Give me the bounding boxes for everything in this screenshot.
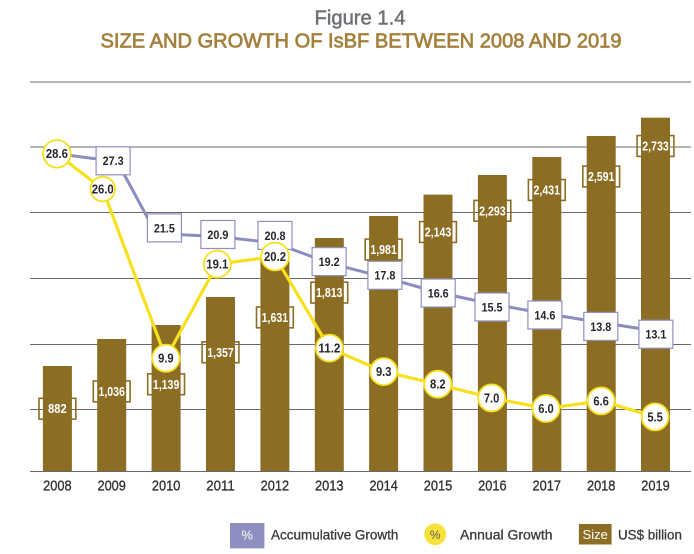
- svg-text:2019: 2019: [641, 477, 670, 494]
- svg-text:9.3: 9.3: [376, 365, 392, 379]
- svg-text:20.8: 20.8: [265, 229, 286, 243]
- svg-text:2018: 2018: [587, 477, 616, 494]
- svg-text:1,631: 1,631: [262, 310, 289, 325]
- svg-text:1,139: 1,139: [153, 377, 180, 392]
- svg-text:2016: 2016: [478, 477, 507, 494]
- svg-text:Accumulative Growth: Accumulative Growth: [271, 528, 398, 543]
- svg-text:26.0: 26.0: [92, 182, 114, 196]
- svg-text:20.9: 20.9: [207, 228, 228, 242]
- svg-text:2,431: 2,431: [534, 183, 561, 198]
- svg-text:2,143: 2,143: [425, 225, 452, 240]
- svg-text:1,981: 1,981: [370, 242, 397, 257]
- svg-text:28.6: 28.6: [46, 147, 68, 161]
- svg-text:2009: 2009: [97, 477, 126, 494]
- svg-text:2008: 2008: [43, 477, 72, 494]
- svg-text:882: 882: [48, 401, 67, 416]
- svg-text:5.5: 5.5: [647, 410, 663, 424]
- svg-text:2014: 2014: [369, 477, 398, 494]
- svg-text:2015: 2015: [424, 477, 453, 494]
- svg-text:SIZE AND GROWTH OF IsBF BETWEE: SIZE AND GROWTH OF IsBF BETWEEN 2008 AND…: [101, 30, 622, 52]
- svg-text:Size: Size: [583, 527, 608, 542]
- svg-text:15.5: 15.5: [482, 300, 503, 314]
- svg-text:16.6: 16.6: [428, 286, 449, 300]
- svg-text:14.6: 14.6: [534, 308, 555, 322]
- svg-text:19.1: 19.1: [206, 258, 228, 272]
- svg-text:2,733: 2,733: [642, 139, 669, 154]
- svg-text:%: %: [430, 528, 441, 542]
- svg-text:Annual Growth: Annual Growth: [460, 528, 553, 543]
- svg-text:27.3: 27.3: [103, 154, 124, 168]
- svg-text:21.5: 21.5: [154, 221, 175, 235]
- svg-text:8.2: 8.2: [430, 378, 446, 392]
- svg-text:2017: 2017: [533, 477, 562, 494]
- svg-text:%: %: [241, 528, 253, 543]
- svg-text:2011: 2011: [206, 477, 235, 494]
- svg-text:2012: 2012: [261, 477, 290, 494]
- svg-text:6.6: 6.6: [593, 394, 609, 408]
- svg-text:7.0: 7.0: [484, 391, 500, 405]
- svg-text:19.2: 19.2: [319, 255, 340, 269]
- svg-text:2,591: 2,591: [588, 169, 615, 184]
- svg-text:20.2: 20.2: [264, 250, 286, 264]
- svg-text:17.8: 17.8: [374, 269, 395, 283]
- svg-text:9.9: 9.9: [158, 352, 174, 366]
- svg-text:2010: 2010: [152, 477, 181, 494]
- svg-text:13.1: 13.1: [645, 328, 666, 342]
- svg-text:2013: 2013: [315, 477, 344, 494]
- svg-text:13.8: 13.8: [590, 320, 611, 334]
- svg-text:2,293: 2,293: [479, 203, 506, 218]
- svg-text:11.2: 11.2: [318, 342, 340, 356]
- svg-text:1,357: 1,357: [207, 345, 234, 360]
- svg-text:US$ billion: US$ billion: [618, 528, 682, 543]
- svg-text:1,036: 1,036: [98, 384, 125, 399]
- svg-text:Figure 1.4: Figure 1.4: [315, 8, 406, 30]
- svg-text:6.0: 6.0: [538, 402, 554, 416]
- svg-text:1,813: 1,813: [316, 285, 343, 300]
